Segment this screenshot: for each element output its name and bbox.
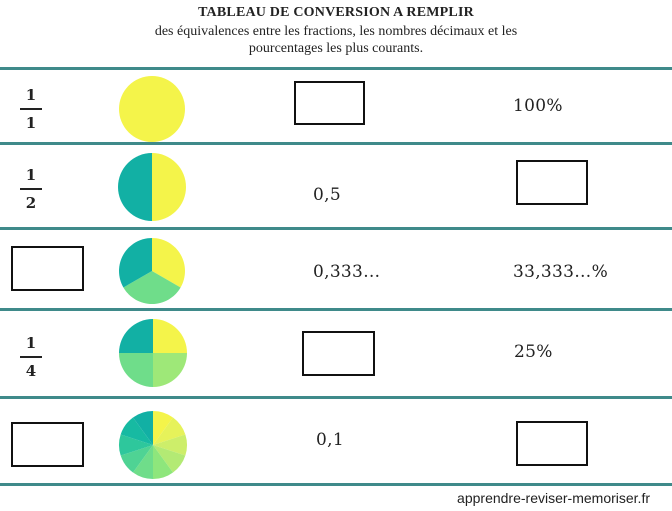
pie-slice [118,153,152,221]
pie-slice [119,353,153,387]
footer-website: apprendre-reviser-memoriser.fr [457,490,650,506]
decimal-value: 0,1 [316,430,344,450]
fraction-answer-box[interactable] [11,246,84,291]
row-divider [0,483,672,486]
pie-slice [119,76,185,142]
pie-slice [153,445,186,473]
fraction-cell: 1 4 [20,334,42,380]
pie-slice [123,271,181,304]
page-subtitle: des équivalences entre les fractions, le… [0,23,672,57]
pie-whole [119,76,185,142]
fraction-bar [20,108,42,110]
subtitle-line-1: des équivalences entre les fractions, le… [154,24,518,39]
pie-slice [152,238,185,288]
row-divider [0,308,672,311]
fraction-numerator: 1 [25,334,37,352]
pie-slice [119,319,153,353]
fraction-cell: 1 2 [20,166,42,212]
pie-quarters [119,319,187,387]
page-title: TABLEAU DE CONVERSION A REMPLIR [198,5,474,20]
row-divider [0,396,672,399]
row-divider [0,227,672,230]
fraction-numerator: 1 [25,166,37,184]
pie-slice [119,434,153,456]
percent-value: 33,333…% [513,262,609,282]
decimal-value: 0,333… [313,262,381,282]
pie-halves [118,153,186,221]
pie-slice [120,417,153,445]
pie-tenths [119,411,187,479]
pie-slice [153,417,186,445]
pie-slice [153,434,187,456]
row-divider [0,142,672,145]
pie-slice [133,411,153,445]
pie-thirds [119,238,185,304]
decimal-value: 0,5 [313,185,341,205]
pie-slice [153,445,173,479]
pie-slice [153,319,187,353]
subtitle-line-2: pourcentages les plus courants. [248,41,424,56]
fraction-numerator: 1 [25,86,37,104]
decimal-answer-box[interactable] [294,81,365,125]
percent-value: 25% [514,342,553,362]
percent-value: 100% [513,96,563,116]
pie-slice [119,238,152,288]
pie-slice [153,353,187,387]
fraction-bar [20,188,42,190]
percent-answer-box[interactable] [516,160,588,205]
pie-slice [120,445,153,473]
decimal-answer-box[interactable] [302,331,375,376]
pie-slice [152,153,186,221]
fraction-denominator: 4 [25,362,37,380]
fraction-cell: 1 1 [20,86,42,132]
fraction-denominator: 1 [25,114,37,132]
fraction-denominator: 2 [25,194,37,212]
percent-answer-box[interactable] [516,421,588,466]
pie-slice [133,445,153,479]
fraction-answer-box[interactable] [11,422,84,467]
pie-slice [153,411,173,445]
row-divider [0,67,672,70]
fraction-bar [20,356,42,358]
